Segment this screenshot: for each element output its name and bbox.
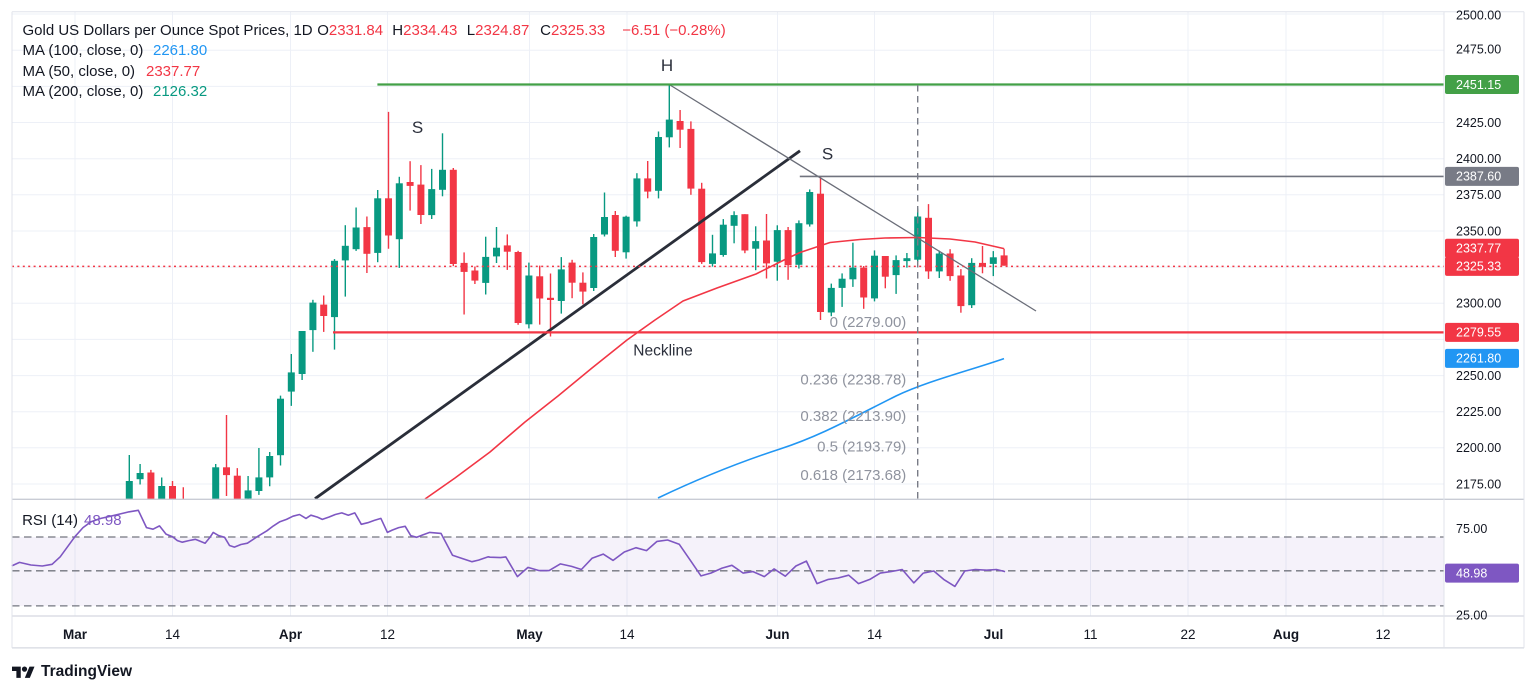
svg-text:2325.33: 2325.33 [1456, 260, 1501, 274]
svg-text:2225.00: 2225.00 [1456, 405, 1501, 419]
svg-text:H: H [661, 56, 673, 75]
svg-text:2387.60: 2387.60 [1456, 170, 1501, 184]
svg-text:0 (2279.00): 0 (2279.00) [830, 314, 907, 331]
svg-text:14: 14 [165, 627, 181, 642]
svg-text:12: 12 [1375, 627, 1390, 642]
svg-text:2451.15: 2451.15 [1456, 78, 1501, 92]
svg-text:2175.00: 2175.00 [1456, 477, 1501, 491]
svg-text:Jul: Jul [984, 627, 1004, 642]
svg-text:12: 12 [380, 627, 395, 642]
svg-text:2337.77: 2337.77 [1456, 242, 1501, 256]
svg-text:2350.00: 2350.00 [1456, 224, 1501, 238]
svg-text:14: 14 [619, 627, 635, 642]
svg-text:Mar: Mar [63, 627, 88, 642]
svg-text:75.00: 75.00 [1456, 522, 1487, 536]
svg-text:2261.80: 2261.80 [1456, 352, 1501, 366]
svg-text:2300.00: 2300.00 [1456, 297, 1501, 311]
svg-text:Jun: Jun [765, 627, 789, 642]
svg-text:2475.00: 2475.00 [1456, 42, 1501, 56]
svg-text:22: 22 [1180, 627, 1195, 642]
svg-text:25.00: 25.00 [1456, 608, 1487, 622]
svg-text:0.382 (2213.90): 0.382 (2213.90) [800, 408, 906, 425]
svg-text:2375.00: 2375.00 [1456, 188, 1501, 202]
svg-text:11: 11 [1083, 627, 1097, 642]
svg-text:2279.55: 2279.55 [1456, 326, 1501, 340]
svg-text:0.5 (2193.79): 0.5 (2193.79) [817, 438, 906, 455]
svg-text:14: 14 [867, 627, 883, 642]
svg-text:0.236 (2238.78): 0.236 (2238.78) [800, 371, 906, 388]
svg-text:2250.00: 2250.00 [1456, 369, 1501, 383]
svg-text:May: May [516, 627, 543, 642]
svg-text:48.98: 48.98 [1456, 566, 1487, 580]
svg-text:Apr: Apr [279, 627, 303, 642]
svg-text:0.618 (2173.68): 0.618 (2173.68) [800, 467, 906, 484]
svg-text:2200.00: 2200.00 [1456, 441, 1501, 455]
svg-text:Aug: Aug [1273, 627, 1299, 642]
svg-text:S: S [412, 118, 423, 137]
svg-text:2400.00: 2400.00 [1456, 152, 1501, 166]
svg-text:2425.00: 2425.00 [1456, 116, 1501, 130]
svg-text:2500.00: 2500.00 [1456, 8, 1501, 22]
svg-text:Neckline: Neckline [633, 343, 692, 360]
svg-text:S: S [822, 145, 833, 164]
